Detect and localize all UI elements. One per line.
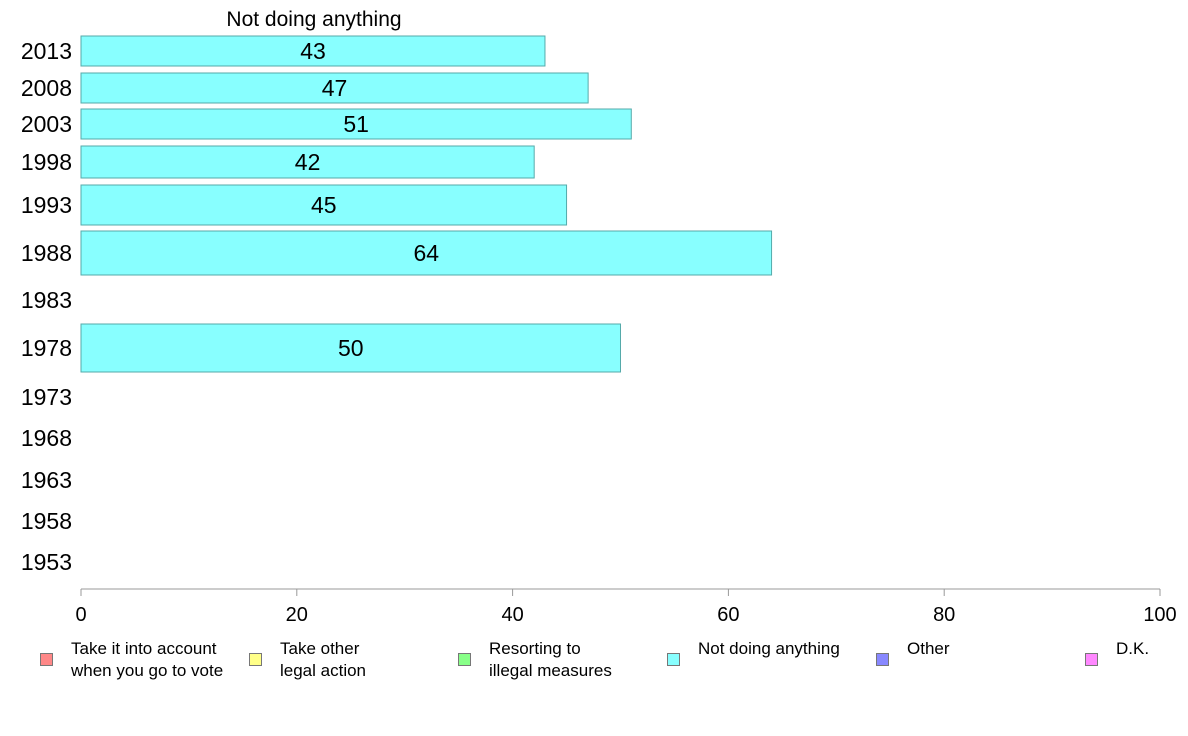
data-label-2013: 43	[300, 38, 326, 64]
y-tick-label-2008: 2008	[21, 75, 72, 101]
y-tick-label-1963: 1963	[21, 467, 72, 493]
legend-label: Not doing anything	[698, 639, 840, 658]
bar-1998	[80, 145, 535, 179]
y-tick-label-1993: 1993	[21, 192, 72, 218]
x-tick-label-60: 60	[717, 604, 739, 626]
data-label-2003: 51	[343, 111, 369, 137]
y-tick-label-2013: 2013	[21, 38, 72, 64]
data-label-1978: 50	[338, 335, 364, 361]
legend-item-dk: D.K.	[1085, 638, 1149, 666]
y-tick-label-1983: 1983	[21, 287, 72, 313]
bar-1988	[80, 230, 773, 276]
y-tick-label-1988: 1988	[21, 240, 72, 266]
legend-swatch	[876, 653, 889, 666]
legend-swatch	[458, 653, 471, 666]
legend-label: D.K.	[1116, 639, 1150, 658]
data-label-1988: 64	[413, 240, 439, 266]
legend-item-legal-action: Take other legal action	[249, 638, 366, 682]
legend-swatch	[667, 653, 680, 666]
bar-1993	[80, 184, 568, 226]
bar-2003	[80, 108, 632, 140]
data-label-1998: 42	[295, 149, 321, 175]
legend-swatch	[1085, 653, 1098, 666]
legend-item-illegal-measures: Resorting to illegal measures	[458, 638, 612, 682]
bar-2013	[80, 35, 546, 67]
y-tick-label-1973: 1973	[21, 384, 72, 410]
y-tick-label-1978: 1978	[21, 335, 72, 361]
x-tick-label-100: 100	[1143, 604, 1176, 626]
bar-1978	[80, 323, 621, 373]
legend-label: Resorting to illegal measures	[489, 639, 612, 680]
bar-2008	[80, 72, 589, 104]
y-tick-label-2003: 2003	[21, 111, 72, 137]
data-label-2008: 47	[322, 75, 348, 101]
y-tick-label-1958: 1958	[21, 508, 72, 534]
legend-item-not-doing: Not doing anything	[667, 638, 840, 666]
x-tick-label-40: 40	[501, 604, 523, 626]
legend: Take it into account when you go to vote…	[0, 638, 1188, 698]
chart-title: Not doing anything	[226, 8, 401, 31]
x-tick-label-20: 20	[286, 604, 308, 626]
legend-swatch	[249, 653, 262, 666]
data-label-1993: 45	[311, 192, 337, 218]
y-tick-label-1953: 1953	[21, 549, 72, 575]
legend-item-other: Other	[876, 638, 950, 666]
x-tick-label-0: 0	[75, 604, 86, 626]
legend-label: Other	[907, 639, 950, 658]
y-tick-label-1968: 1968	[21, 425, 72, 451]
legend-label: Take other legal action	[280, 639, 367, 680]
legend-swatch	[40, 653, 53, 666]
x-tick-label-80: 80	[933, 604, 955, 626]
legend-item-vote: Take it into account when you go to vote	[40, 638, 223, 682]
legend-label: Take it into account when you go to vote	[71, 639, 224, 680]
y-tick-label-1998: 1998	[21, 149, 72, 175]
